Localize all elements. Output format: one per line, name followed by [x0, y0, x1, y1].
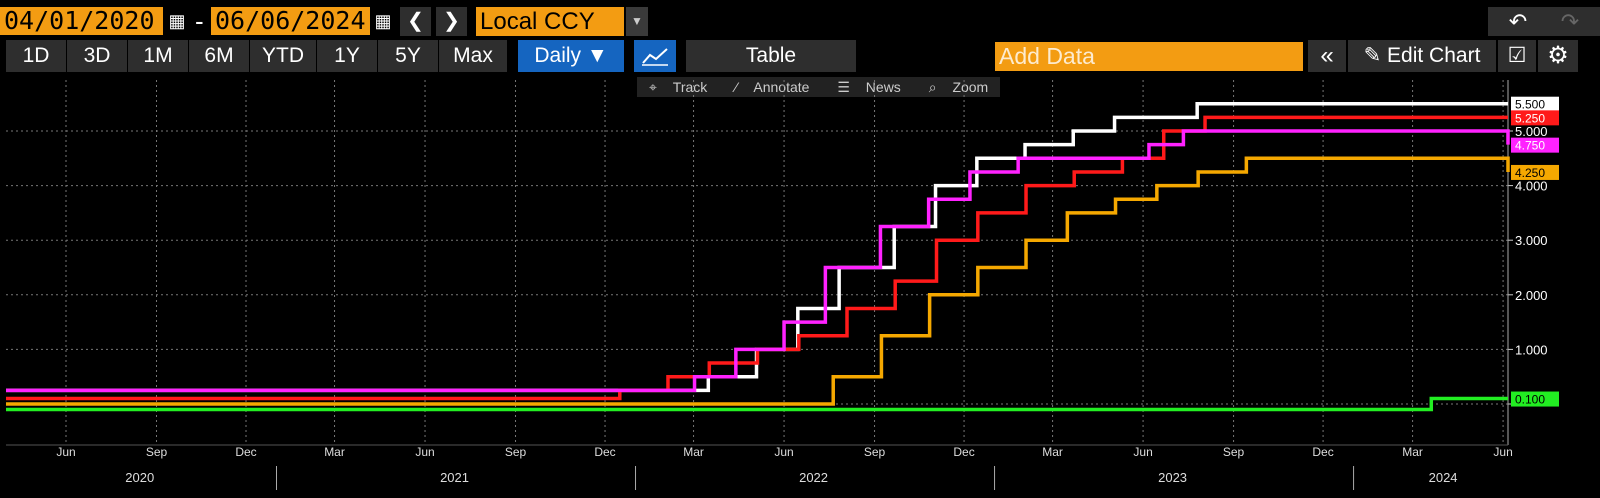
- track-label: Track: [672, 79, 708, 95]
- last-value-label: 4.750: [1515, 139, 1545, 153]
- edit-chart-label: Edit Chart: [1387, 44, 1481, 67]
- period-1m-button[interactable]: 1M: [128, 40, 188, 72]
- last-value-label: 4.250: [1515, 166, 1545, 180]
- zoom-icon: ⌕: [928, 79, 937, 95]
- x-tick-label: Dec: [235, 445, 256, 459]
- x-tick-label: Dec: [594, 445, 615, 459]
- chart-settings-icon[interactable]: ☑: [1498, 40, 1536, 72]
- series-line-2: [6, 129, 1510, 393]
- x-tick-label: Sep: [864, 445, 886, 459]
- start-date-input[interactable]: 04/01/2020: [0, 7, 163, 35]
- zoom-label: Zoom: [952, 79, 989, 95]
- last-value-badge: [1511, 164, 1559, 180]
- last-value-badge: [1511, 96, 1559, 112]
- chart-tools-bar: ⌖ Track ⁄ Annotate ☰ News ⌕ Zoom: [637, 77, 1001, 97]
- y-tick-label: 3.000: [1515, 233, 1548, 248]
- x-tick-label: Mar: [1042, 445, 1063, 459]
- period-1d-button[interactable]: 1D: [6, 40, 66, 72]
- chevron-right-icon[interactable]: ❯: [436, 7, 467, 36]
- end-date-input[interactable]: 06/06/2024: [211, 7, 370, 35]
- y-tick-label: 1.000: [1515, 342, 1548, 357]
- x-tick-label: Jun: [774, 445, 793, 459]
- y-tick-label: 4.000: [1515, 179, 1548, 194]
- year-label: 2021: [440, 470, 469, 485]
- last-value-label: 0.100: [1515, 393, 1545, 407]
- undo-icon[interactable]: ↶: [1488, 7, 1548, 36]
- last-value-label: 5.500: [1515, 98, 1545, 112]
- table-button[interactable]: Table: [686, 40, 856, 72]
- edit-chart-button[interactable]: ✎ Edit Chart: [1348, 40, 1496, 72]
- calendar-icon[interactable]: ▦: [374, 11, 392, 31]
- year-label: 2020: [125, 470, 154, 485]
- period-6m-button[interactable]: 6M: [189, 40, 249, 72]
- year-label: 2022: [799, 470, 828, 485]
- add-data-input[interactable]: Add Data: [995, 42, 1303, 71]
- period-3d-button[interactable]: 3D: [67, 40, 127, 72]
- x-tick-label: Sep: [505, 445, 527, 459]
- x-tick-label: Sep: [146, 445, 168, 459]
- annotate-label: Annotate: [753, 79, 810, 95]
- period-toolbar: 1D 3D 1M 6M YTD 1Y 5Y Max Daily ▼ Table …: [0, 40, 1600, 73]
- chevron-down-icon[interactable]: ▼: [626, 7, 648, 36]
- x-tick-label: Mar: [683, 445, 704, 459]
- track-tool[interactable]: ⌖ Track: [643, 79, 713, 95]
- period-5y-button[interactable]: 5Y: [378, 40, 438, 72]
- series-line-0: [6, 101, 1508, 393]
- x-tick-label: Mar: [324, 445, 345, 459]
- gear-icon[interactable]: ⚙: [1538, 40, 1578, 72]
- period-ytd-button[interactable]: YTD: [250, 40, 316, 72]
- y-tick-label: 2.000: [1515, 288, 1548, 303]
- x-tick-label: Sep: [1223, 445, 1245, 459]
- x-tick-label: Jun: [1493, 445, 1512, 459]
- series-line-4: [6, 396, 1508, 412]
- last-value-badge: [1511, 137, 1559, 153]
- series-line-3: [6, 156, 1510, 406]
- last-value-badge: [1511, 110, 1559, 126]
- line-chart-icon[interactable]: [634, 40, 676, 72]
- frequency-select[interactable]: Daily ▼: [518, 40, 624, 72]
- year-label: 2023: [1158, 470, 1187, 485]
- x-tick-label: Jun: [56, 445, 75, 459]
- x-tick-label: Jun: [415, 445, 434, 459]
- annotate-tool[interactable]: ⁄ Annotate: [729, 79, 815, 95]
- period-1y-button[interactable]: 1Y: [317, 40, 377, 72]
- redo-icon[interactable]: ↷: [1540, 7, 1600, 36]
- crosshair-icon: ⌖: [649, 79, 657, 95]
- x-tick-label: Dec: [953, 445, 974, 459]
- x-tick-label: Dec: [1312, 445, 1333, 459]
- x-tick-label: Mar: [1402, 445, 1423, 459]
- y-tick-label: 5.000: [1515, 124, 1548, 139]
- x-tick-label: Jun: [1133, 445, 1152, 459]
- date-range-dash: -: [195, 6, 204, 36]
- year-label: 2024: [1429, 470, 1458, 485]
- zoom-tool[interactable]: ⌕ Zoom: [923, 79, 995, 95]
- annotate-icon: ⁄: [735, 79, 738, 95]
- rate-chart[interactable]: 1.000 2.000 3.000 4.000 5.000 Jun Sep Dec Mar Jun…: [0, 72, 1600, 498]
- last-value-badge: [1511, 391, 1559, 407]
- currency-select[interactable]: Local CCY: [476, 7, 624, 36]
- news-icon: ☰: [837, 79, 850, 95]
- pencil-icon: ✎: [1363, 44, 1382, 67]
- period-max-button[interactable]: Max: [439, 40, 507, 72]
- calendar-icon[interactable]: ▦: [168, 11, 186, 31]
- chevron-left-icon[interactable]: ❮: [400, 7, 431, 36]
- last-value-label: 5.250: [1515, 111, 1545, 125]
- top-toolbar: 04/01/2020 ▦ - 06/06/2024 ▦ ❮ ❯ Local CC…: [0, 0, 1600, 38]
- collapse-icon[interactable]: «: [1308, 40, 1346, 72]
